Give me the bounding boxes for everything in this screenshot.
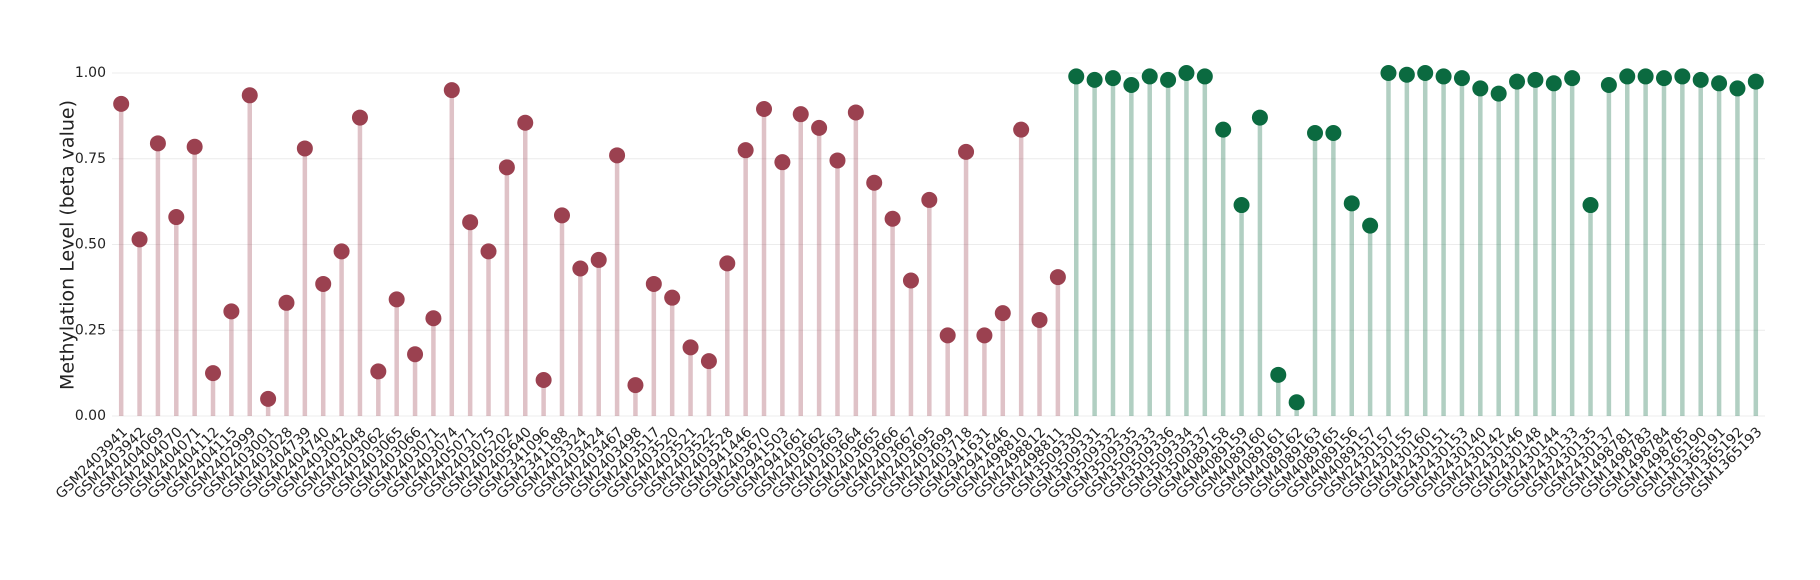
dot	[700, 353, 717, 370]
y-tick-label: 1.00	[75, 65, 106, 81]
dot	[1031, 311, 1048, 328]
dot	[792, 106, 809, 123]
dot	[976, 327, 993, 344]
dot	[480, 243, 497, 260]
dot	[296, 140, 313, 157]
dot	[1270, 366, 1287, 383]
dot	[994, 305, 1011, 322]
dot	[1692, 71, 1709, 88]
dot	[1711, 75, 1728, 92]
dot	[1545, 75, 1562, 92]
dot	[498, 159, 515, 176]
dot	[113, 95, 130, 112]
y-tick-label: 0.25	[75, 322, 106, 338]
dot	[278, 294, 295, 311]
dot	[462, 214, 479, 231]
dot	[884, 210, 901, 227]
dot	[370, 363, 387, 380]
dot	[1196, 68, 1213, 85]
dot	[1674, 68, 1691, 85]
dot	[1343, 195, 1360, 212]
dot	[241, 87, 258, 104]
dot	[1215, 121, 1232, 138]
dot	[425, 310, 442, 327]
dot	[388, 291, 405, 308]
dot	[1527, 71, 1544, 88]
dot	[553, 207, 570, 224]
y-tick-label: 0.75	[75, 151, 106, 167]
dot	[1509, 73, 1526, 90]
dot	[1600, 77, 1617, 94]
dot	[737, 142, 754, 159]
dot	[1417, 65, 1434, 81]
dot	[168, 209, 185, 226]
dot	[407, 346, 424, 363]
dot	[1398, 66, 1415, 83]
dot	[333, 243, 350, 260]
dot	[609, 147, 626, 164]
dot	[939, 327, 956, 344]
dot	[1435, 68, 1452, 85]
dot	[260, 390, 277, 407]
dot	[1104, 70, 1121, 87]
dot	[1288, 394, 1305, 411]
dot	[664, 289, 681, 306]
dot	[1160, 71, 1177, 88]
dot	[1086, 71, 1103, 88]
dot	[1251, 109, 1268, 126]
dot	[1729, 80, 1746, 97]
dot	[866, 174, 883, 191]
dot	[1637, 68, 1654, 85]
dot	[1013, 121, 1030, 138]
dot	[443, 82, 460, 99]
dot	[1123, 77, 1140, 94]
dot	[1380, 65, 1397, 81]
dot	[1233, 197, 1250, 214]
dot	[535, 371, 552, 388]
dot	[1472, 80, 1489, 97]
dot	[811, 119, 828, 136]
dot	[572, 260, 589, 277]
dot	[1307, 125, 1324, 142]
dot	[186, 138, 203, 155]
dot	[205, 365, 222, 382]
dot	[1582, 197, 1599, 214]
dot	[756, 101, 773, 118]
dot	[719, 255, 736, 272]
dot	[1453, 70, 1470, 87]
dot	[1178, 65, 1195, 81]
dot	[902, 272, 919, 289]
dot	[921, 191, 938, 208]
dot	[1490, 85, 1507, 102]
dot	[682, 339, 699, 356]
dot	[131, 231, 148, 248]
dot	[315, 275, 332, 292]
dot	[958, 143, 975, 160]
dot	[223, 303, 240, 320]
dot	[1362, 217, 1379, 234]
dot	[590, 251, 607, 268]
dot	[627, 377, 644, 394]
dot	[1747, 73, 1764, 90]
dot	[1049, 269, 1066, 286]
dot	[517, 114, 534, 131]
dot	[351, 109, 368, 126]
dot	[149, 135, 166, 152]
dot	[645, 275, 662, 292]
dot	[829, 152, 846, 169]
y-axis-label: Methylation Level (beta value)	[57, 100, 79, 390]
dot	[1564, 70, 1581, 87]
dot	[1619, 68, 1636, 85]
dot	[1141, 68, 1158, 85]
dot	[1068, 68, 1085, 85]
y-tick-label: 0.00	[75, 408, 106, 424]
dot	[1325, 125, 1342, 142]
dot	[774, 154, 791, 171]
dot	[1655, 70, 1672, 87]
dot	[847, 104, 864, 121]
y-tick-label: 0.50	[75, 237, 106, 253]
